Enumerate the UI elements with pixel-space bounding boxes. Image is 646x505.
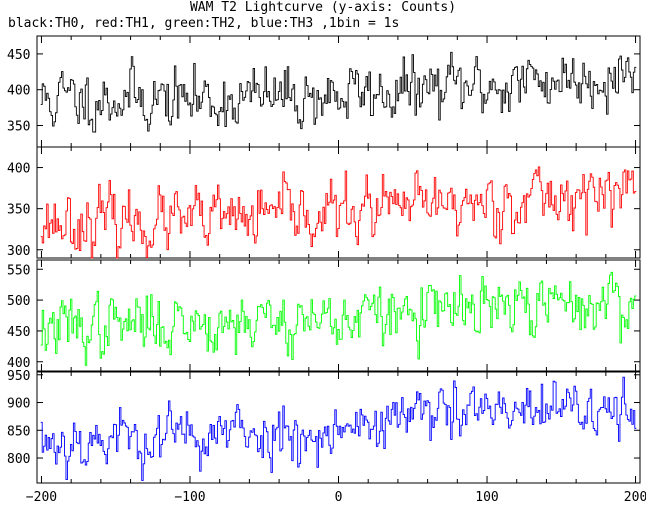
- series-line-th1: [40, 166, 637, 259]
- y-tick-label: 800: [7, 452, 30, 467]
- y-tick-label: 500: [7, 294, 30, 309]
- y-tick-label: 450: [7, 325, 30, 340]
- x-tick-label: −200: [26, 490, 57, 505]
- panel-frame-th0: [36, 35, 641, 148]
- y-tick-label: 550: [7, 263, 30, 278]
- y-tick-label: 350: [7, 203, 30, 218]
- x-tick-label: 100: [475, 490, 498, 505]
- y-tick-label: 400: [7, 356, 30, 371]
- y-tick-label: 350: [7, 120, 30, 135]
- series-line-th3: [40, 376, 637, 481]
- chart-title: WAM T2 Lightcurve (y-axis: Counts): [189, 0, 457, 15]
- y-tick-label: 850: [7, 424, 30, 439]
- y-tick-label: 900: [7, 397, 30, 412]
- x-tick-label: 200: [624, 490, 646, 505]
- x-tick-label: 0: [335, 490, 343, 505]
- y-tick-label: 300: [7, 244, 30, 259]
- x-tick-label: −100: [174, 490, 205, 505]
- panel-frame-th1: [36, 146, 641, 259]
- y-tick-label: 950: [7, 369, 30, 384]
- chart-subtitle: black:TH0, red:TH1, green:TH2, blue:TH3 …: [8, 16, 400, 31]
- series-line-th2: [40, 271, 637, 366]
- panel-frame-th2: [36, 259, 641, 372]
- series-line-th0: [40, 51, 637, 133]
- y-tick-label: 450: [7, 48, 30, 63]
- y-tick-label: 400: [7, 84, 30, 99]
- y-tick-label: 400: [7, 162, 30, 177]
